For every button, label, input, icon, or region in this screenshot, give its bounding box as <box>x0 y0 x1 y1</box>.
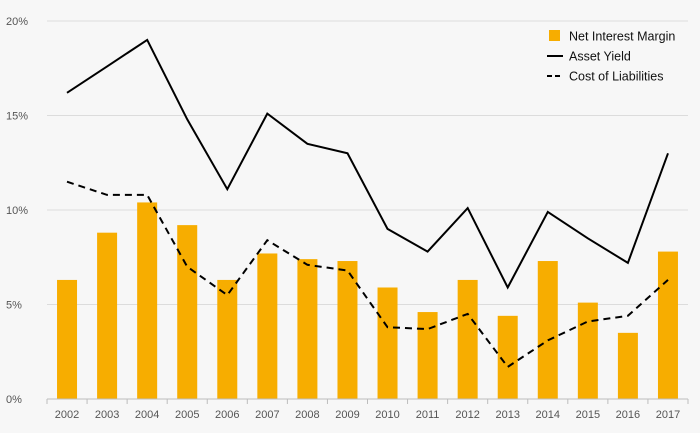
bar-net-interest-margin <box>97 232 118 399</box>
bar-net-interest-margin <box>137 202 158 399</box>
y-tick-label: 0% <box>6 394 22 406</box>
x-tick-label: 2003 <box>95 409 119 421</box>
x-tick-label: 2014 <box>536 409 560 421</box>
lines <box>66 38 669 369</box>
x-tick-label: 2006 <box>215 409 239 421</box>
bar-net-interest-margin <box>377 287 398 399</box>
bar-net-interest-margin <box>497 315 518 399</box>
x-tick-label: 2007 <box>255 409 279 421</box>
x-tick-label: 2010 <box>375 409 399 421</box>
y-tick-label: 10% <box>6 205 28 217</box>
x-tick-label: 2017 <box>656 409 680 421</box>
y-tick-label: 20% <box>6 16 28 28</box>
legend-entry: Net Interest Margin <box>549 30 675 44</box>
x-tick-label: 2012 <box>455 409 479 421</box>
bar-net-interest-margin <box>657 251 678 399</box>
bar-net-interest-margin <box>57 279 78 399</box>
x-tick-label: 2005 <box>175 409 199 421</box>
legend-label: Asset Yield <box>569 50 631 64</box>
legend-label: Cost of Liabilities <box>569 70 664 84</box>
x-tick-label: 2002 <box>55 409 79 421</box>
line-cost-of-liabilities <box>66 180 669 369</box>
legend-swatch <box>549 30 560 41</box>
bar-net-interest-margin <box>177 225 198 399</box>
x-tick-label: 2011 <box>416 409 440 421</box>
y-tick-label: 15% <box>6 111 28 123</box>
legend-entry: Asset Yield <box>547 50 631 64</box>
bar-net-interest-margin <box>457 279 478 399</box>
legend-label: Net Interest Margin <box>569 30 675 44</box>
x-tick-label: 2009 <box>335 409 359 421</box>
bar-net-interest-margin <box>337 261 358 399</box>
x-tick-label: 2016 <box>616 409 640 421</box>
bar-net-interest-margin <box>577 302 598 399</box>
x-tick-label: 2008 <box>295 409 319 421</box>
bar-net-interest-margin <box>537 261 558 399</box>
bars <box>57 202 678 399</box>
axes: 0% 5% 10% 15% 20% 2002 2003 2004 2005 2006 2007 200… <box>6 16 689 421</box>
x-tick-label: 2015 <box>576 409 600 421</box>
legend: Net Interest Margin Asset Yield Cost of Li… <box>547 30 675 84</box>
legend-entry: Cost of Liabilities <box>547 70 664 84</box>
bar-net-interest-margin <box>297 259 318 399</box>
bar-net-interest-margin <box>257 253 278 399</box>
bar-net-interest-margin <box>417 312 438 399</box>
x-tick-label: 2004 <box>135 409 159 421</box>
x-tick-label: 2013 <box>495 409 519 421</box>
y-tick-label: 5% <box>6 300 22 312</box>
bar-net-interest-margin <box>217 279 238 399</box>
bar-net-interest-margin <box>617 332 638 399</box>
line-asset-yield <box>66 38 669 290</box>
